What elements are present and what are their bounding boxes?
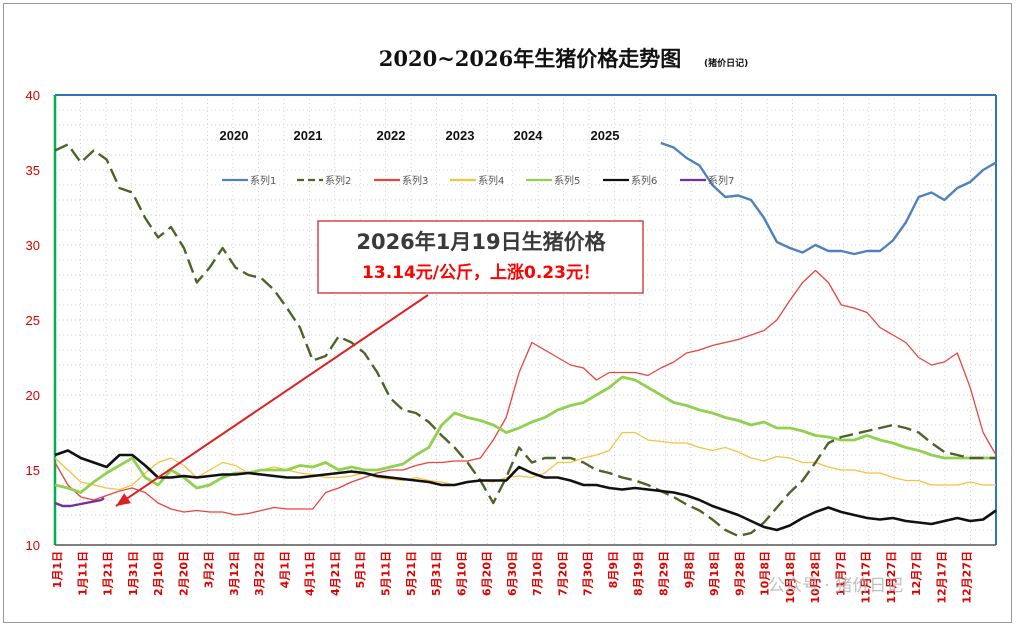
legend-label: 系列4 xyxy=(478,174,504,187)
annotation-box xyxy=(317,220,644,294)
series-line-2 xyxy=(54,143,996,538)
x-tick-label: 10月8日 xyxy=(759,551,772,596)
annotation-arrow xyxy=(115,294,429,507)
y-tick-label: 35 xyxy=(26,163,40,178)
x-tick-label: 4月1日 xyxy=(278,551,291,588)
x-tick-label: 3月2日 xyxy=(203,551,216,588)
legend-label: 系列5 xyxy=(554,174,580,187)
x-tick-label: 12月17日 xyxy=(935,551,948,604)
x-tick-label: 12月7日 xyxy=(910,551,923,596)
x-tick-label: 7月20日 xyxy=(556,551,569,596)
annotation-arrowhead xyxy=(116,493,131,506)
x-tick-label: 12月27日 xyxy=(961,551,974,604)
y-tick-label: 10 xyxy=(26,538,40,553)
legend-label: 系列7 xyxy=(708,174,734,187)
year-label: 2024 xyxy=(514,128,544,143)
x-tick-label: 3月22日 xyxy=(253,551,266,596)
legend-label: 系列6 xyxy=(631,174,657,187)
series-line-3 xyxy=(54,269,997,516)
legend-label: 系列3 xyxy=(402,174,428,187)
y-tick-label: 25 xyxy=(26,313,40,328)
series-line-4 xyxy=(54,431,996,491)
x-tick-label: 5月1日 xyxy=(354,551,367,588)
x-tick-label: 11月27日 xyxy=(885,551,898,604)
x-tick-label: 11月7日 xyxy=(834,551,847,596)
x-tick-label: 10月28日 xyxy=(809,551,822,604)
x-tick-label: 2月20日 xyxy=(177,551,190,596)
x-tick-label: 8月29日 xyxy=(657,551,670,596)
annotation-text: 13.14元/公斤，上涨0.23元！ xyxy=(362,263,600,283)
x-tick-label: 9月18日 xyxy=(708,551,721,596)
year-label: 2022 xyxy=(377,128,406,143)
x-tick-label: 4月21日 xyxy=(329,551,342,596)
annotation-title: 2026年1月19日生猪价格 xyxy=(356,230,606,254)
y-tick-label: 30 xyxy=(26,238,40,253)
axes xyxy=(53,94,997,546)
x-tick-label: 8月9日 xyxy=(607,551,620,588)
chart-subtitle: (猪价日记) xyxy=(704,57,748,69)
x-tick-label: 10月18日 xyxy=(784,551,797,604)
x-tick-label: 1月31日 xyxy=(127,551,140,596)
series-line-6 xyxy=(54,449,997,532)
x-tick-label: 1月21日 xyxy=(102,551,115,596)
x-tick-label: 6月30日 xyxy=(506,551,519,596)
x-tick-label: 8月19日 xyxy=(632,551,645,596)
x-tick-label: 7月10日 xyxy=(531,551,544,596)
chart-frame xyxy=(3,3,1012,623)
y-tick-label: 40 xyxy=(26,88,40,103)
x-tick-label: 4月11日 xyxy=(304,551,317,596)
watermark: 公众号 · 猪价日记 xyxy=(768,576,903,596)
series-line-5 xyxy=(54,375,996,494)
y-tick-label: 15 xyxy=(26,463,40,478)
year-label: 2020 xyxy=(220,128,249,143)
x-tick-label: 1月11日 xyxy=(76,551,89,596)
x-tick-label: 6月20日 xyxy=(481,551,494,596)
x-tick-label: 3月12日 xyxy=(228,551,241,596)
x-tick-label: 11月17日 xyxy=(860,551,873,604)
chart-title: 2020~2026年生猪价格走势图 xyxy=(379,46,682,71)
x-tick-label: 1月1日 xyxy=(51,551,64,588)
x-tick-label: 5月31日 xyxy=(430,551,443,596)
series-lines xyxy=(54,141,997,538)
year-label: 2025 xyxy=(591,128,620,143)
y-tick-label: 20 xyxy=(26,388,40,403)
x-tick-label: 7月30日 xyxy=(582,551,595,596)
x-tick-label: 5月11日 xyxy=(380,551,393,596)
legend-label: 系列2 xyxy=(325,174,351,187)
x-tick-label: 6月10日 xyxy=(455,551,468,596)
annotation: 2026年1月19日生猪价格 13.14元/公斤，上涨0.23元！ xyxy=(115,220,644,507)
year-labels: 2020 2021 2022 2023 2024 2025 xyxy=(220,128,620,143)
year-label: 2021 xyxy=(294,128,323,143)
series-line-1 xyxy=(660,141,997,256)
legend: 系列1 系列2 系列3 系列4 系列5 系列6 系列7 xyxy=(222,174,734,187)
x-tick-label: 9月28日 xyxy=(733,551,746,596)
x-tick-label: 2月10日 xyxy=(152,551,165,596)
year-label: 2023 xyxy=(446,128,475,143)
x-tick-label: 5月21日 xyxy=(405,551,418,596)
series-line-7 xyxy=(54,496,105,508)
grid xyxy=(55,95,996,545)
legend-label: 系列1 xyxy=(250,174,276,187)
x-tick-label: 9月8日 xyxy=(683,551,696,588)
